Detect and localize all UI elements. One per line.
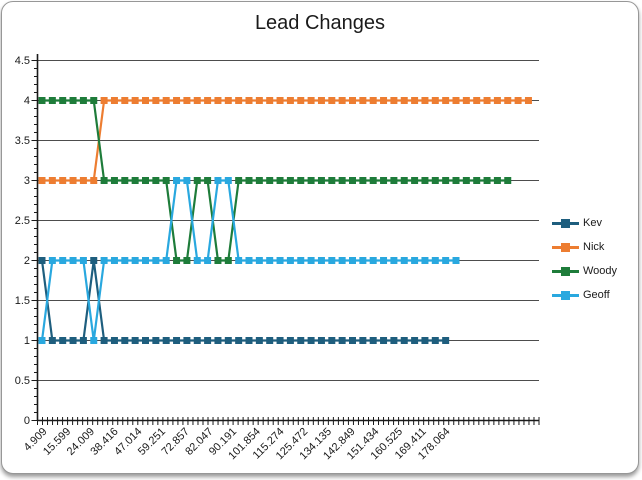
series-woody <box>38 97 512 264</box>
svg-text:4: 4 <box>24 95 30 107</box>
svg-text:1.5: 1.5 <box>15 295 30 307</box>
svg-text:2: 2 <box>24 255 30 267</box>
legend-square-icon <box>561 266 570 276</box>
legend-label: Nick <box>583 241 605 253</box>
legend-item-kev: Kev <box>552 216 630 230</box>
y-axis-labels: 4.5 4 3.5 3 2.5 2 1.5 1 0.5 0 <box>15 55 30 427</box>
legend-marker-woody-icon <box>552 266 579 276</box>
legend-marker-kev-icon <box>552 218 579 228</box>
svg-text:2.5: 2.5 <box>15 215 30 227</box>
legend-marker-nick-icon <box>552 242 579 252</box>
svg-text:0: 0 <box>24 415 30 427</box>
svg-text:3: 3 <box>24 175 30 187</box>
series-geoff <box>38 177 460 344</box>
legend-square-icon <box>561 218 570 228</box>
series-kev <box>38 257 450 344</box>
legend-square-icon <box>561 242 570 252</box>
legend-item-nick: Nick <box>552 240 630 254</box>
chart-frame: Lead Changes 4.5 4 3.5 3 2.5 2 1.5 1 0.5 0 4.909 15… <box>1 1 639 474</box>
series-nick <box>38 97 532 184</box>
lead-changes-chart: 4.5 4 3.5 3 2.5 2 1.5 1 0.5 04.90915.59924.00938.… <box>15 54 540 463</box>
y-axis-ticks <box>31 60 38 421</box>
legend-label: Kev <box>583 217 602 229</box>
legend-item-woody: Woody <box>552 264 630 278</box>
x-axis-ticks <box>37 417 540 425</box>
chart-title: Lead Changes <box>254 12 386 34</box>
legend-marker-geoff-icon <box>552 290 579 300</box>
svg-text:3.5: 3.5 <box>15 135 30 147</box>
svg-text:4.5: 4.5 <box>15 55 30 67</box>
legend-square-icon <box>561 290 570 300</box>
legend-label: Woody <box>583 265 618 277</box>
legend-item-geoff: Geoff <box>552 288 630 302</box>
legend-label: Geoff <box>583 289 610 301</box>
gridlines <box>37 60 539 381</box>
x-axis-labels: 4.90915.59924.00938.41647.01459.25172.85… <box>22 426 453 463</box>
svg-text:0.5: 0.5 <box>15 375 30 387</box>
axes <box>36 54 539 422</box>
legend: Kev Nick Woody Geoff <box>552 216 630 312</box>
svg-text:1: 1 <box>24 335 30 347</box>
